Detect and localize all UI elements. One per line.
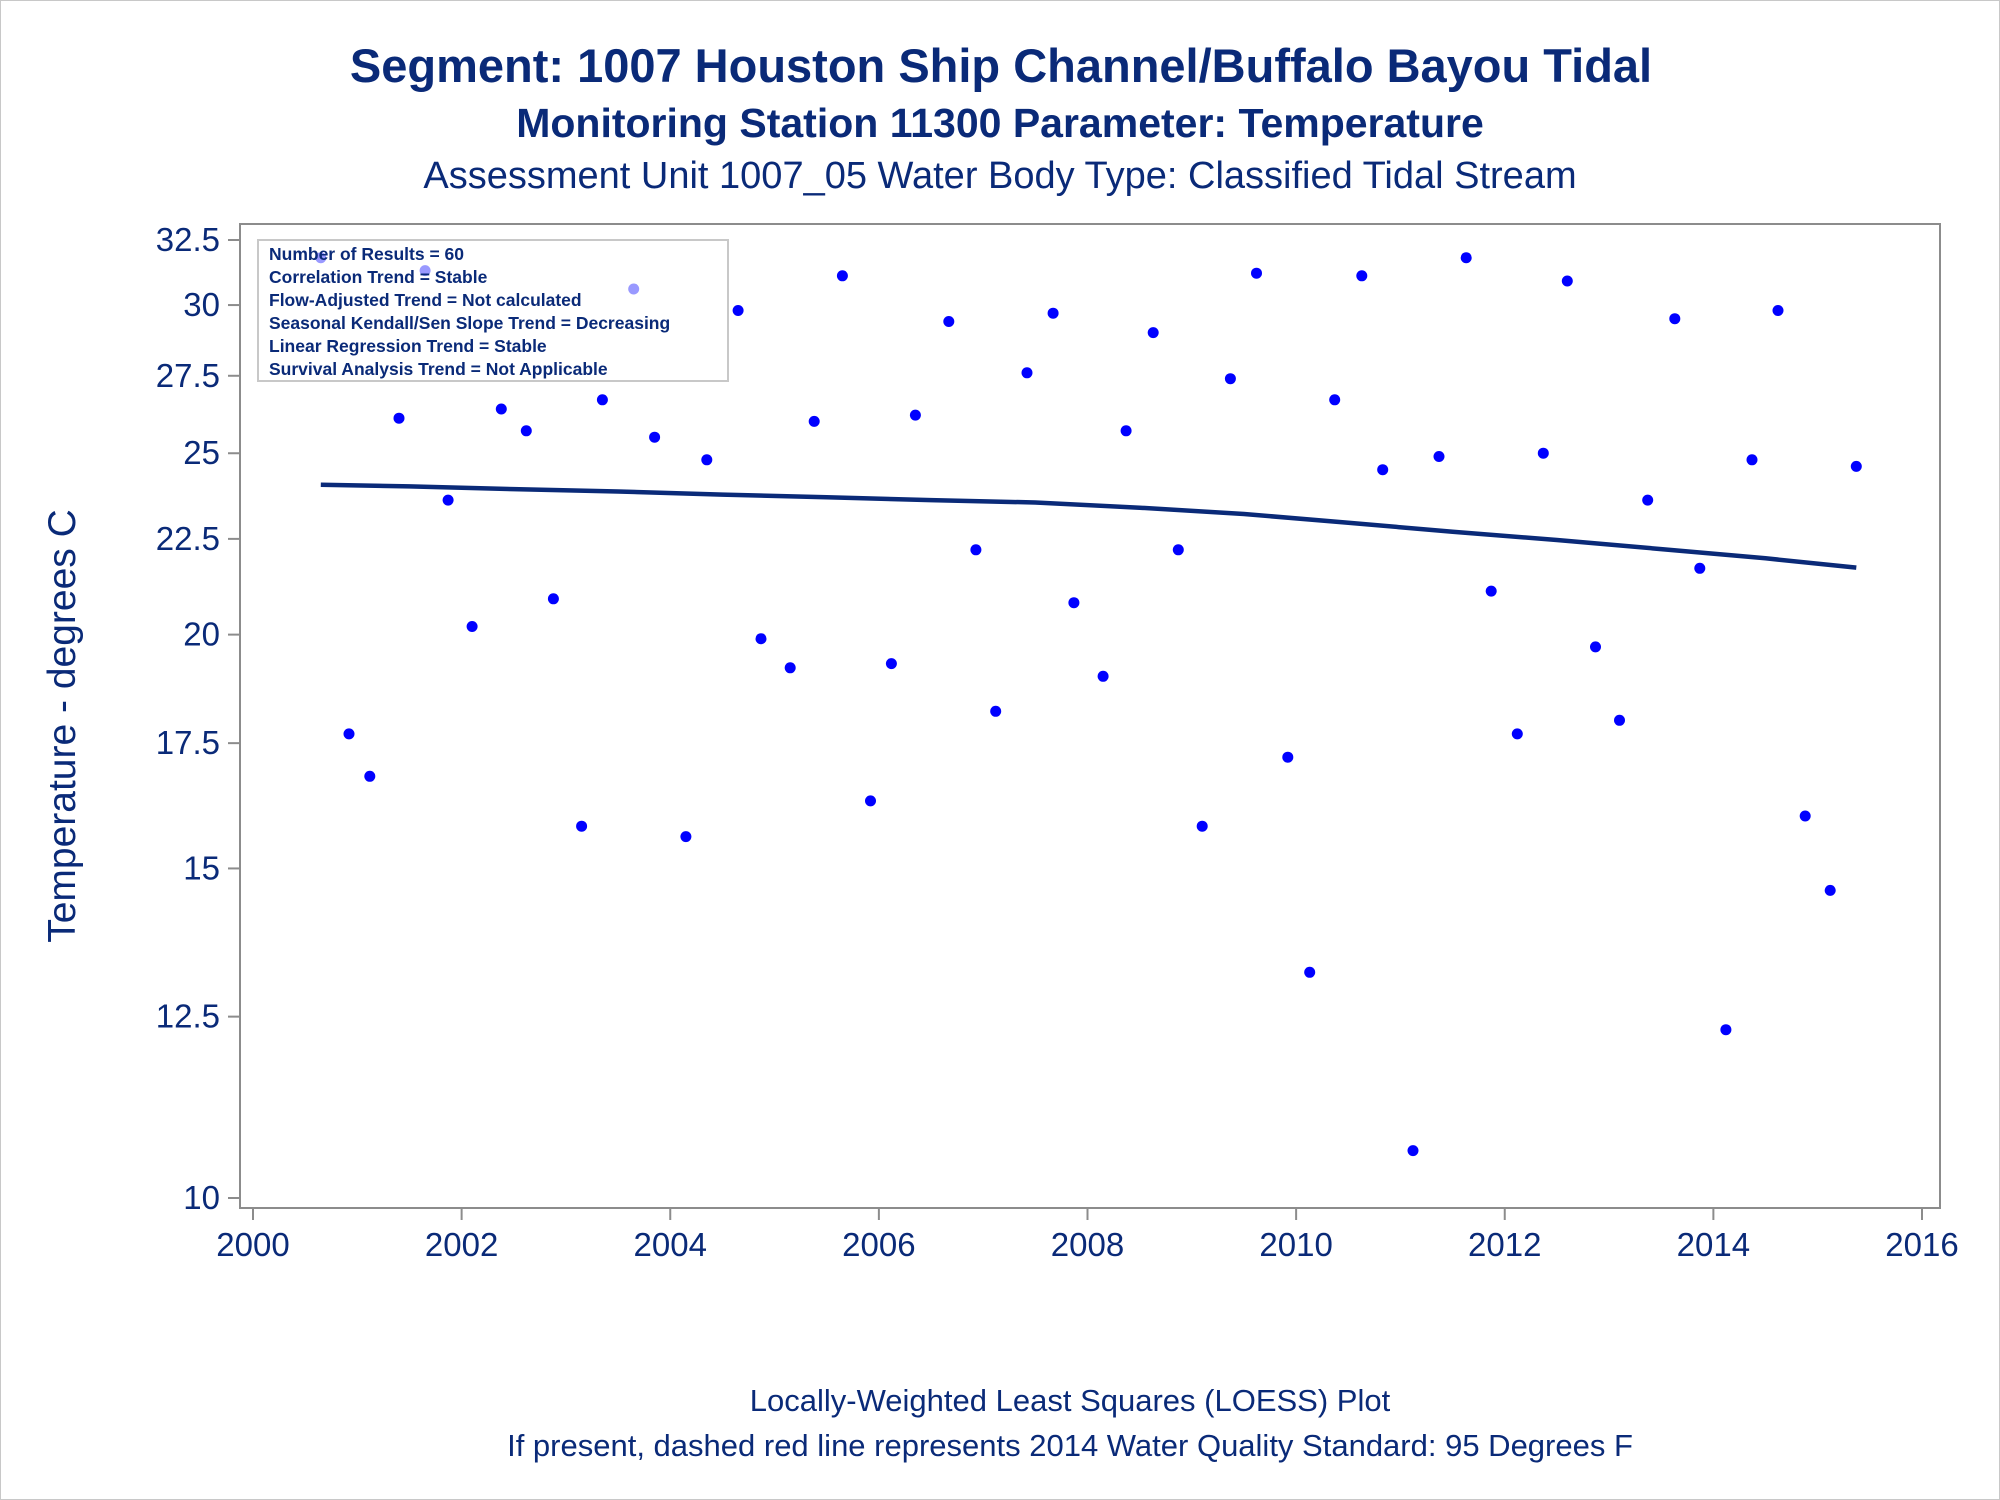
data-point	[442, 494, 454, 506]
data-point	[1407, 1145, 1419, 1157]
data-point	[1537, 447, 1549, 459]
data-point	[1824, 884, 1836, 896]
info-box-line: Seasonal Kendall/Sen Slope Trend = Decre…	[269, 313, 670, 333]
loess-trend-layer	[320, 482, 1857, 570]
data-point	[732, 305, 744, 316]
data-point	[1460, 252, 1472, 264]
data-point	[1850, 460, 1862, 472]
x-axis: 2000 2002 2004 2006 2008 2010 2012 2014 2016	[216, 1208, 1959, 1263]
trend-info-box: Number of Results = 60 Correlation Trend …	[257, 239, 729, 382]
data-point	[1561, 275, 1573, 287]
data-point	[1120, 425, 1132, 437]
plot-area	[239, 223, 1941, 1209]
x-tick-label: 2012	[1468, 1226, 1541, 1263]
loess-trend-line	[320, 482, 1857, 570]
data-point	[1799, 810, 1811, 822]
data-point	[1720, 1024, 1732, 1036]
x-tick-label: 2010	[1259, 1226, 1332, 1263]
data-point	[1614, 714, 1625, 726]
data-point	[1590, 641, 1601, 653]
data-point	[1329, 394, 1341, 406]
y-tick-label: 15	[183, 849, 220, 886]
info-box-border	[257, 239, 729, 382]
data-points-layer	[315, 252, 1862, 1157]
data-point	[784, 662, 796, 674]
y-tick-label: 25	[183, 434, 220, 471]
data-point	[495, 403, 507, 415]
x-tick-label: 2008	[1051, 1226, 1124, 1263]
data-point	[466, 621, 478, 632]
data-point	[909, 409, 921, 421]
data-point	[547, 593, 559, 605]
data-point	[1251, 267, 1262, 279]
chart-title: Segment: 1007 Houston Ship Channel/Buffa…	[349, 39, 1653, 92]
data-point	[1172, 544, 1184, 556]
data-point	[1694, 562, 1706, 574]
chart-subtitle-2: Assessment Unit 1007_05 Water Body Type:…	[423, 155, 1577, 197]
info-box-line: Correlation Trend = Stable	[269, 267, 488, 287]
data-point	[364, 770, 376, 782]
data-point	[1282, 751, 1294, 763]
y-tick-label: 12.5	[156, 998, 220, 1035]
info-box-line: Linear Regression Trend = Stable	[269, 336, 547, 356]
data-point	[836, 270, 848, 282]
data-point	[755, 633, 767, 645]
data-point	[808, 415, 820, 427]
data-point	[1746, 454, 1758, 466]
data-point	[1068, 597, 1080, 609]
x-tick-label: 2000	[216, 1226, 289, 1263]
data-point	[1433, 451, 1445, 462]
info-box-line: Number of Results = 60	[269, 244, 464, 264]
data-point	[970, 544, 982, 556]
data-point	[520, 425, 532, 437]
chart-subtitle: Monitoring Station 11300 Parameter: Temp…	[516, 100, 1484, 146]
y-tick-label: 10	[183, 1179, 220, 1216]
y-axis: 32.5 30 27.5 25 22.5 20 17.5 15 12.5 10	[156, 221, 240, 1216]
data-point	[885, 658, 897, 670]
x-tick-label: 2014	[1677, 1226, 1750, 1263]
data-point	[1304, 966, 1316, 978]
footer-standard-note: If present, dashed red line represents 2…	[507, 1428, 1633, 1463]
data-point	[596, 394, 608, 406]
data-point	[1147, 327, 1159, 339]
data-point	[1021, 367, 1033, 379]
info-box-line: Survival Analysis Trend = Not Applicable	[269, 359, 608, 379]
data-point	[1097, 670, 1109, 682]
data-point	[1485, 585, 1497, 597]
data-point	[680, 831, 692, 843]
data-point	[393, 412, 405, 424]
x-tick-label: 2004	[634, 1226, 707, 1263]
y-tick-label: 20	[183, 616, 220, 653]
data-point	[343, 728, 355, 740]
data-point	[1047, 307, 1059, 319]
data-point	[701, 454, 713, 466]
data-point	[1224, 373, 1236, 385]
data-point	[1196, 820, 1208, 832]
x-tick-label: 2002	[425, 1226, 498, 1263]
footer-loess-note: Locally-Weighted Least Squares (LOESS) P…	[749, 1383, 1391, 1418]
data-point	[943, 316, 955, 327]
data-point	[1669, 313, 1681, 325]
data-point	[576, 820, 588, 832]
data-point	[1772, 305, 1784, 316]
y-axis-label: Temperature - degrees C	[41, 509, 84, 943]
data-point	[1377, 464, 1389, 476]
info-box-line: Flow-Adjusted Trend = Not calculated	[269, 290, 582, 310]
data-point	[1356, 270, 1368, 282]
y-tick-label: 17.5	[156, 724, 220, 761]
data-point	[1511, 728, 1523, 740]
data-point	[1642, 494, 1654, 506]
y-tick-label: 30	[183, 286, 220, 323]
y-tick-label: 27.5	[156, 357, 220, 394]
x-tick-label: 2006	[842, 1226, 915, 1263]
data-point	[990, 705, 1002, 717]
y-tick-label: 22.5	[156, 520, 220, 557]
data-point	[649, 431, 661, 443]
y-tick-label: 32.5	[156, 221, 220, 258]
data-point	[865, 795, 876, 807]
x-tick-label: 2016	[1885, 1226, 1958, 1263]
